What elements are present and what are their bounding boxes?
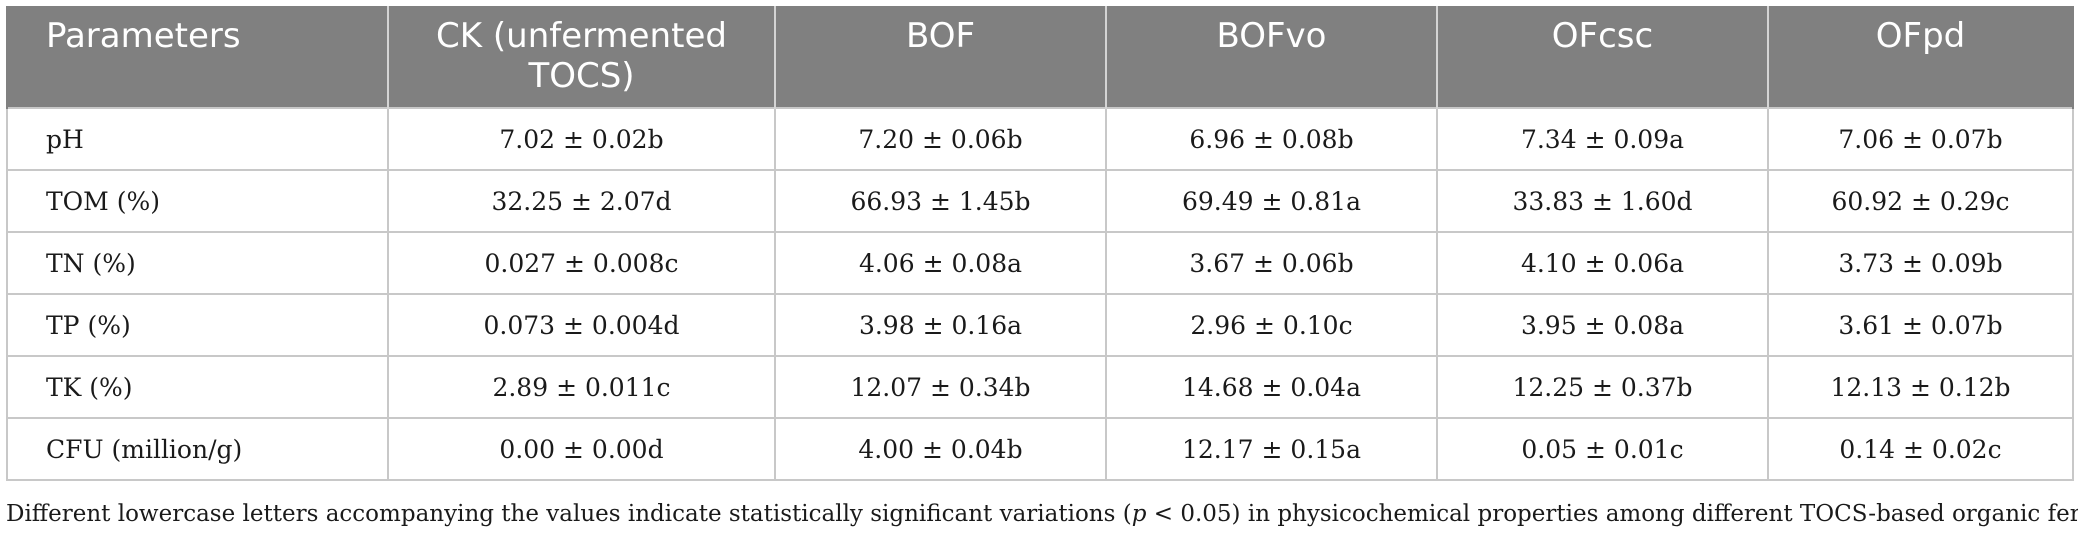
table-cell: 3.95 ± 0.08a bbox=[1436, 293, 1769, 357]
table-cell: 66.93 ± 1.45b bbox=[774, 169, 1107, 233]
table-cell: 12.25 ± 0.37b bbox=[1436, 355, 1769, 419]
table-row: TN (%) 0.027 ± 0.008c 4.06 ± 0.08a 3.67 … bbox=[6, 231, 2074, 295]
table-body: pH 7.02 ± 0.02b 7.20 ± 0.06b 6.96 ± 0.08… bbox=[6, 107, 2074, 481]
table-cell: 4.00 ± 0.04b bbox=[774, 417, 1107, 481]
table-cell: 7.34 ± 0.09a bbox=[1436, 107, 1769, 171]
table-footnote: Different lowercase letters accompanying… bbox=[6, 501, 2078, 527]
table-cell: 7.20 ± 0.06b bbox=[774, 107, 1107, 171]
header-ofpd: OFpd bbox=[1767, 6, 2074, 108]
table-cell: 0.14 ± 0.02c bbox=[1767, 417, 2074, 481]
table-row: CFU (million/g) 0.00 ± 0.00d 4.00 ± 0.04… bbox=[6, 417, 2074, 481]
header-bofvo: BOFvo bbox=[1105, 6, 1438, 108]
table-cell: 0.027 ± 0.008c bbox=[387, 231, 776, 295]
table-cell: 3.61 ± 0.07b bbox=[1767, 293, 2074, 357]
header-row: Parameters CK (unfermented TOCS) BOF BOF… bbox=[6, 6, 2074, 108]
table-cell: 69.49 ± 0.81a bbox=[1105, 169, 1438, 233]
table-cell: 3.98 ± 0.16a bbox=[774, 293, 1107, 357]
table-cell: 6.96 ± 0.08b bbox=[1105, 107, 1438, 171]
row-label: TN (%) bbox=[6, 231, 389, 295]
table-cell: 3.67 ± 0.06b bbox=[1105, 231, 1438, 295]
table-cell: 4.06 ± 0.08a bbox=[774, 231, 1107, 295]
table-row: TOM (%) 32.25 ± 2.07d 66.93 ± 1.45b 69.4… bbox=[6, 169, 2074, 233]
table-cell: 0.00 ± 0.00d bbox=[387, 417, 776, 481]
table-cell: 0.073 ± 0.004d bbox=[387, 293, 776, 357]
table-cell: 2.89 ± 0.011c bbox=[387, 355, 776, 419]
table-cell: 2.96 ± 0.10c bbox=[1105, 293, 1438, 357]
data-table-container: Parameters CK (unfermented TOCS) BOF BOF… bbox=[6, 6, 2074, 481]
row-label: TOM (%) bbox=[6, 169, 389, 233]
table-cell: 4.10 ± 0.06a bbox=[1436, 231, 1769, 295]
footnote-text-before: Different lowercase letters accompanying… bbox=[6, 501, 1132, 527]
table-cell: 3.73 ± 0.09b bbox=[1767, 231, 2074, 295]
table-cell: 32.25 ± 2.07d bbox=[387, 169, 776, 233]
footnote-text-after: < 0.05) in physicochemical properties am… bbox=[1146, 501, 2078, 527]
table-cell: 60.92 ± 0.29c bbox=[1767, 169, 2074, 233]
row-label: CFU (million/g) bbox=[6, 417, 389, 481]
footnote-p-symbol: p bbox=[1131, 501, 1147, 527]
table-cell: 0.05 ± 0.01c bbox=[1436, 417, 1769, 481]
table-cell: 12.17 ± 0.15a bbox=[1105, 417, 1438, 481]
table-row: TK (%) 2.89 ± 0.011c 12.07 ± 0.34b 14.68… bbox=[6, 355, 2074, 419]
table-header: Parameters CK (unfermented TOCS) BOF BOF… bbox=[6, 6, 2074, 108]
table-cell: 7.02 ± 0.02b bbox=[387, 107, 776, 171]
table-row: TP (%) 0.073 ± 0.004d 3.98 ± 0.16a 2.96 … bbox=[6, 293, 2074, 357]
table-cell: 7.06 ± 0.07b bbox=[1767, 107, 2074, 171]
row-label: TP (%) bbox=[6, 293, 389, 357]
table-cell: 12.07 ± 0.34b bbox=[774, 355, 1107, 419]
table-cell: 12.13 ± 0.12b bbox=[1767, 355, 2074, 419]
table-row: pH 7.02 ± 0.02b 7.20 ± 0.06b 6.96 ± 0.08… bbox=[6, 107, 2074, 171]
row-label: TK (%) bbox=[6, 355, 389, 419]
row-label: pH bbox=[6, 107, 389, 171]
header-ck: CK (unfermented TOCS) bbox=[387, 6, 776, 108]
table-cell: 14.68 ± 0.04a bbox=[1105, 355, 1438, 419]
header-ofcsc: OFcsc bbox=[1436, 6, 1769, 108]
header-bof: BOF bbox=[774, 6, 1107, 108]
physicochemical-properties-table: Parameters CK (unfermented TOCS) BOF BOF… bbox=[6, 6, 2074, 481]
header-parameters: Parameters bbox=[6, 6, 389, 108]
table-cell: 33.83 ± 1.60d bbox=[1436, 169, 1769, 233]
